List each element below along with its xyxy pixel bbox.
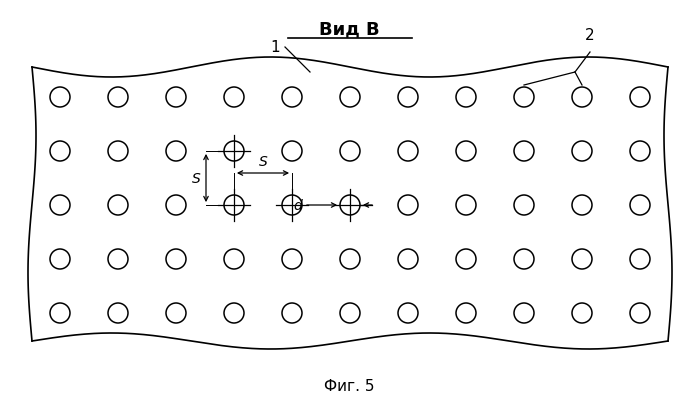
- Text: d: d: [294, 198, 302, 213]
- Text: Фиг. 5: Фиг. 5: [324, 378, 375, 393]
- Text: S: S: [192, 172, 201, 186]
- Text: 1: 1: [271, 41, 280, 55]
- Text: Вид В: Вид В: [319, 20, 380, 38]
- Text: S: S: [259, 155, 268, 168]
- Polygon shape: [28, 58, 672, 349]
- Text: 2: 2: [585, 28, 595, 43]
